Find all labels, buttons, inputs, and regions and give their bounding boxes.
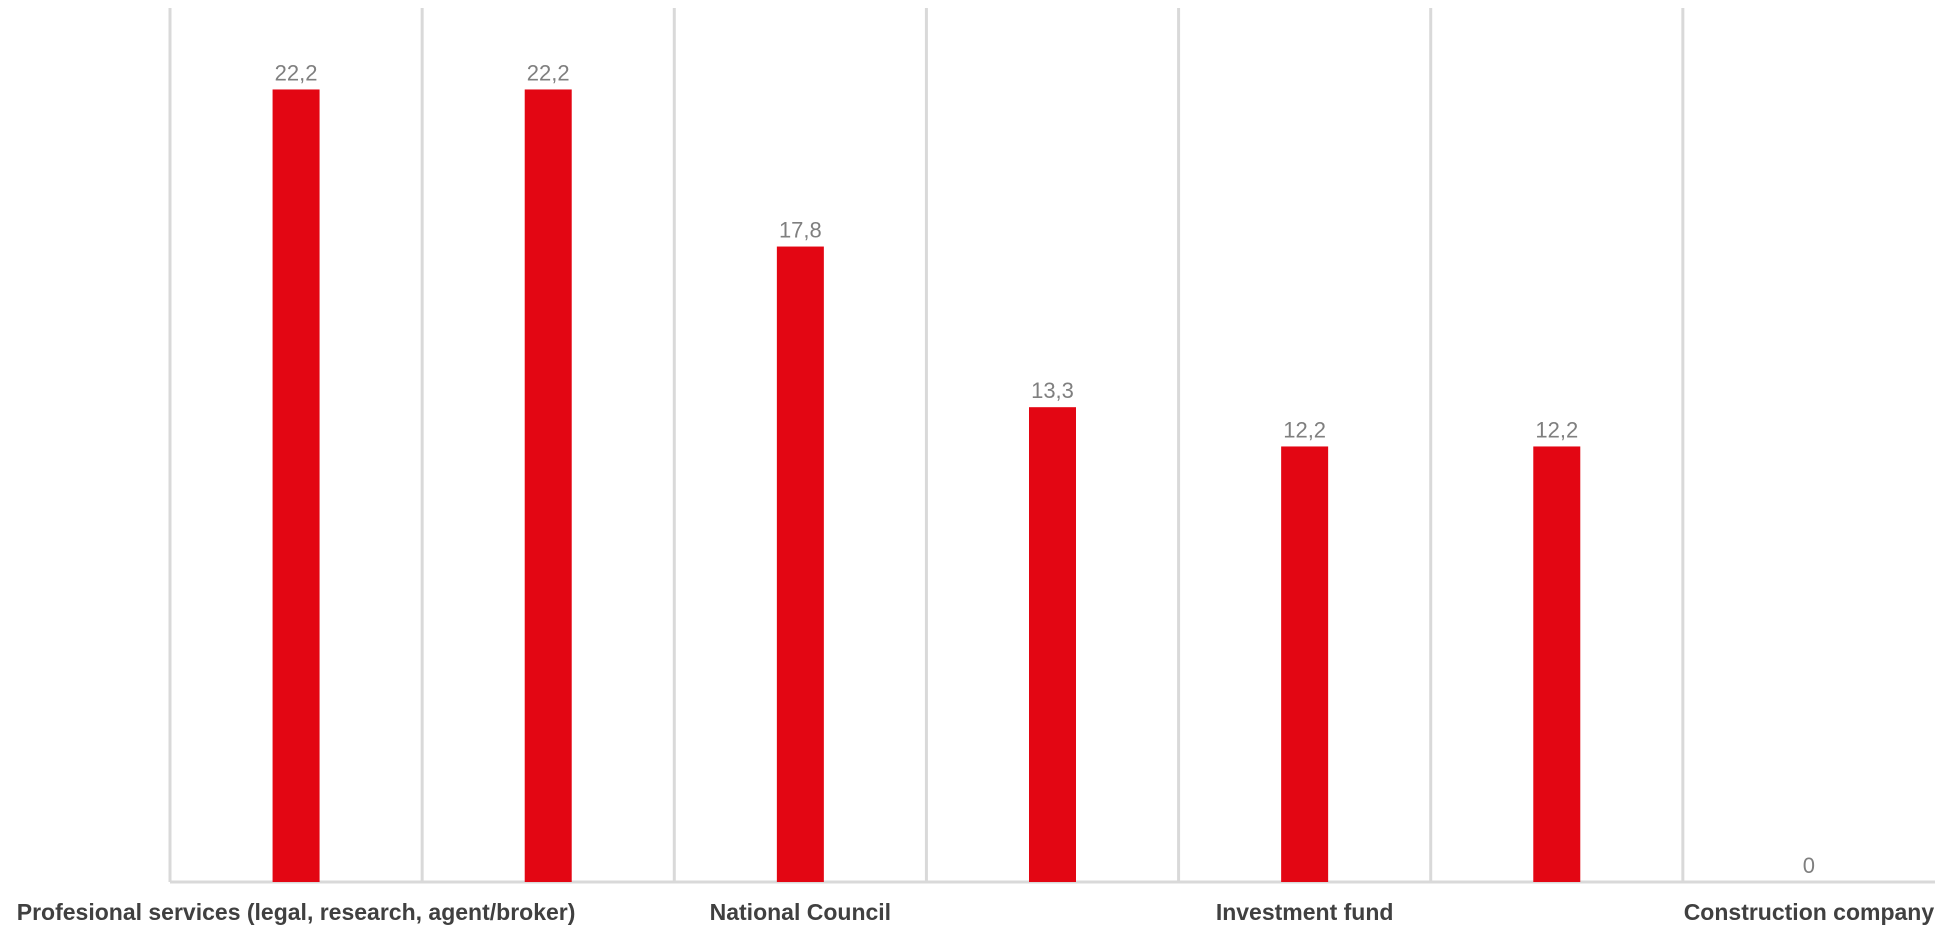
bar-2 (776, 246, 824, 883)
category-label-2: National Council (710, 899, 891, 925)
bar-3 (1029, 407, 1076, 882)
data-label-6: 0 (1803, 853, 1815, 878)
data-label-5: 12,2 (1535, 417, 1578, 442)
grid-layer (168, 8, 1935, 884)
data-label-3: 13,3 (1031, 378, 1074, 403)
data-label-0: 22,2 (275, 60, 318, 85)
category-label-4: Investment fund (1216, 899, 1394, 925)
bar-layer (272, 89, 1581, 883)
category-layer: Profesional services (legal, research, a… (17, 899, 1935, 925)
label-layer: 22,2 22,2 17,8 13,3 12,2 12,2 0 (275, 60, 1815, 878)
data-label-2: 17,8 (779, 218, 822, 243)
data-label-4: 12,2 (1283, 417, 1326, 442)
bar-1 (524, 89, 572, 882)
bar-5 (1533, 446, 1581, 882)
category-label-6: Construction company (1684, 899, 1935, 925)
bar-0 (272, 89, 320, 882)
data-label-1: 22,2 (527, 60, 570, 85)
category-label-0: Profesional services (legal, research, a… (17, 899, 576, 925)
bar-4 (1281, 446, 1329, 882)
